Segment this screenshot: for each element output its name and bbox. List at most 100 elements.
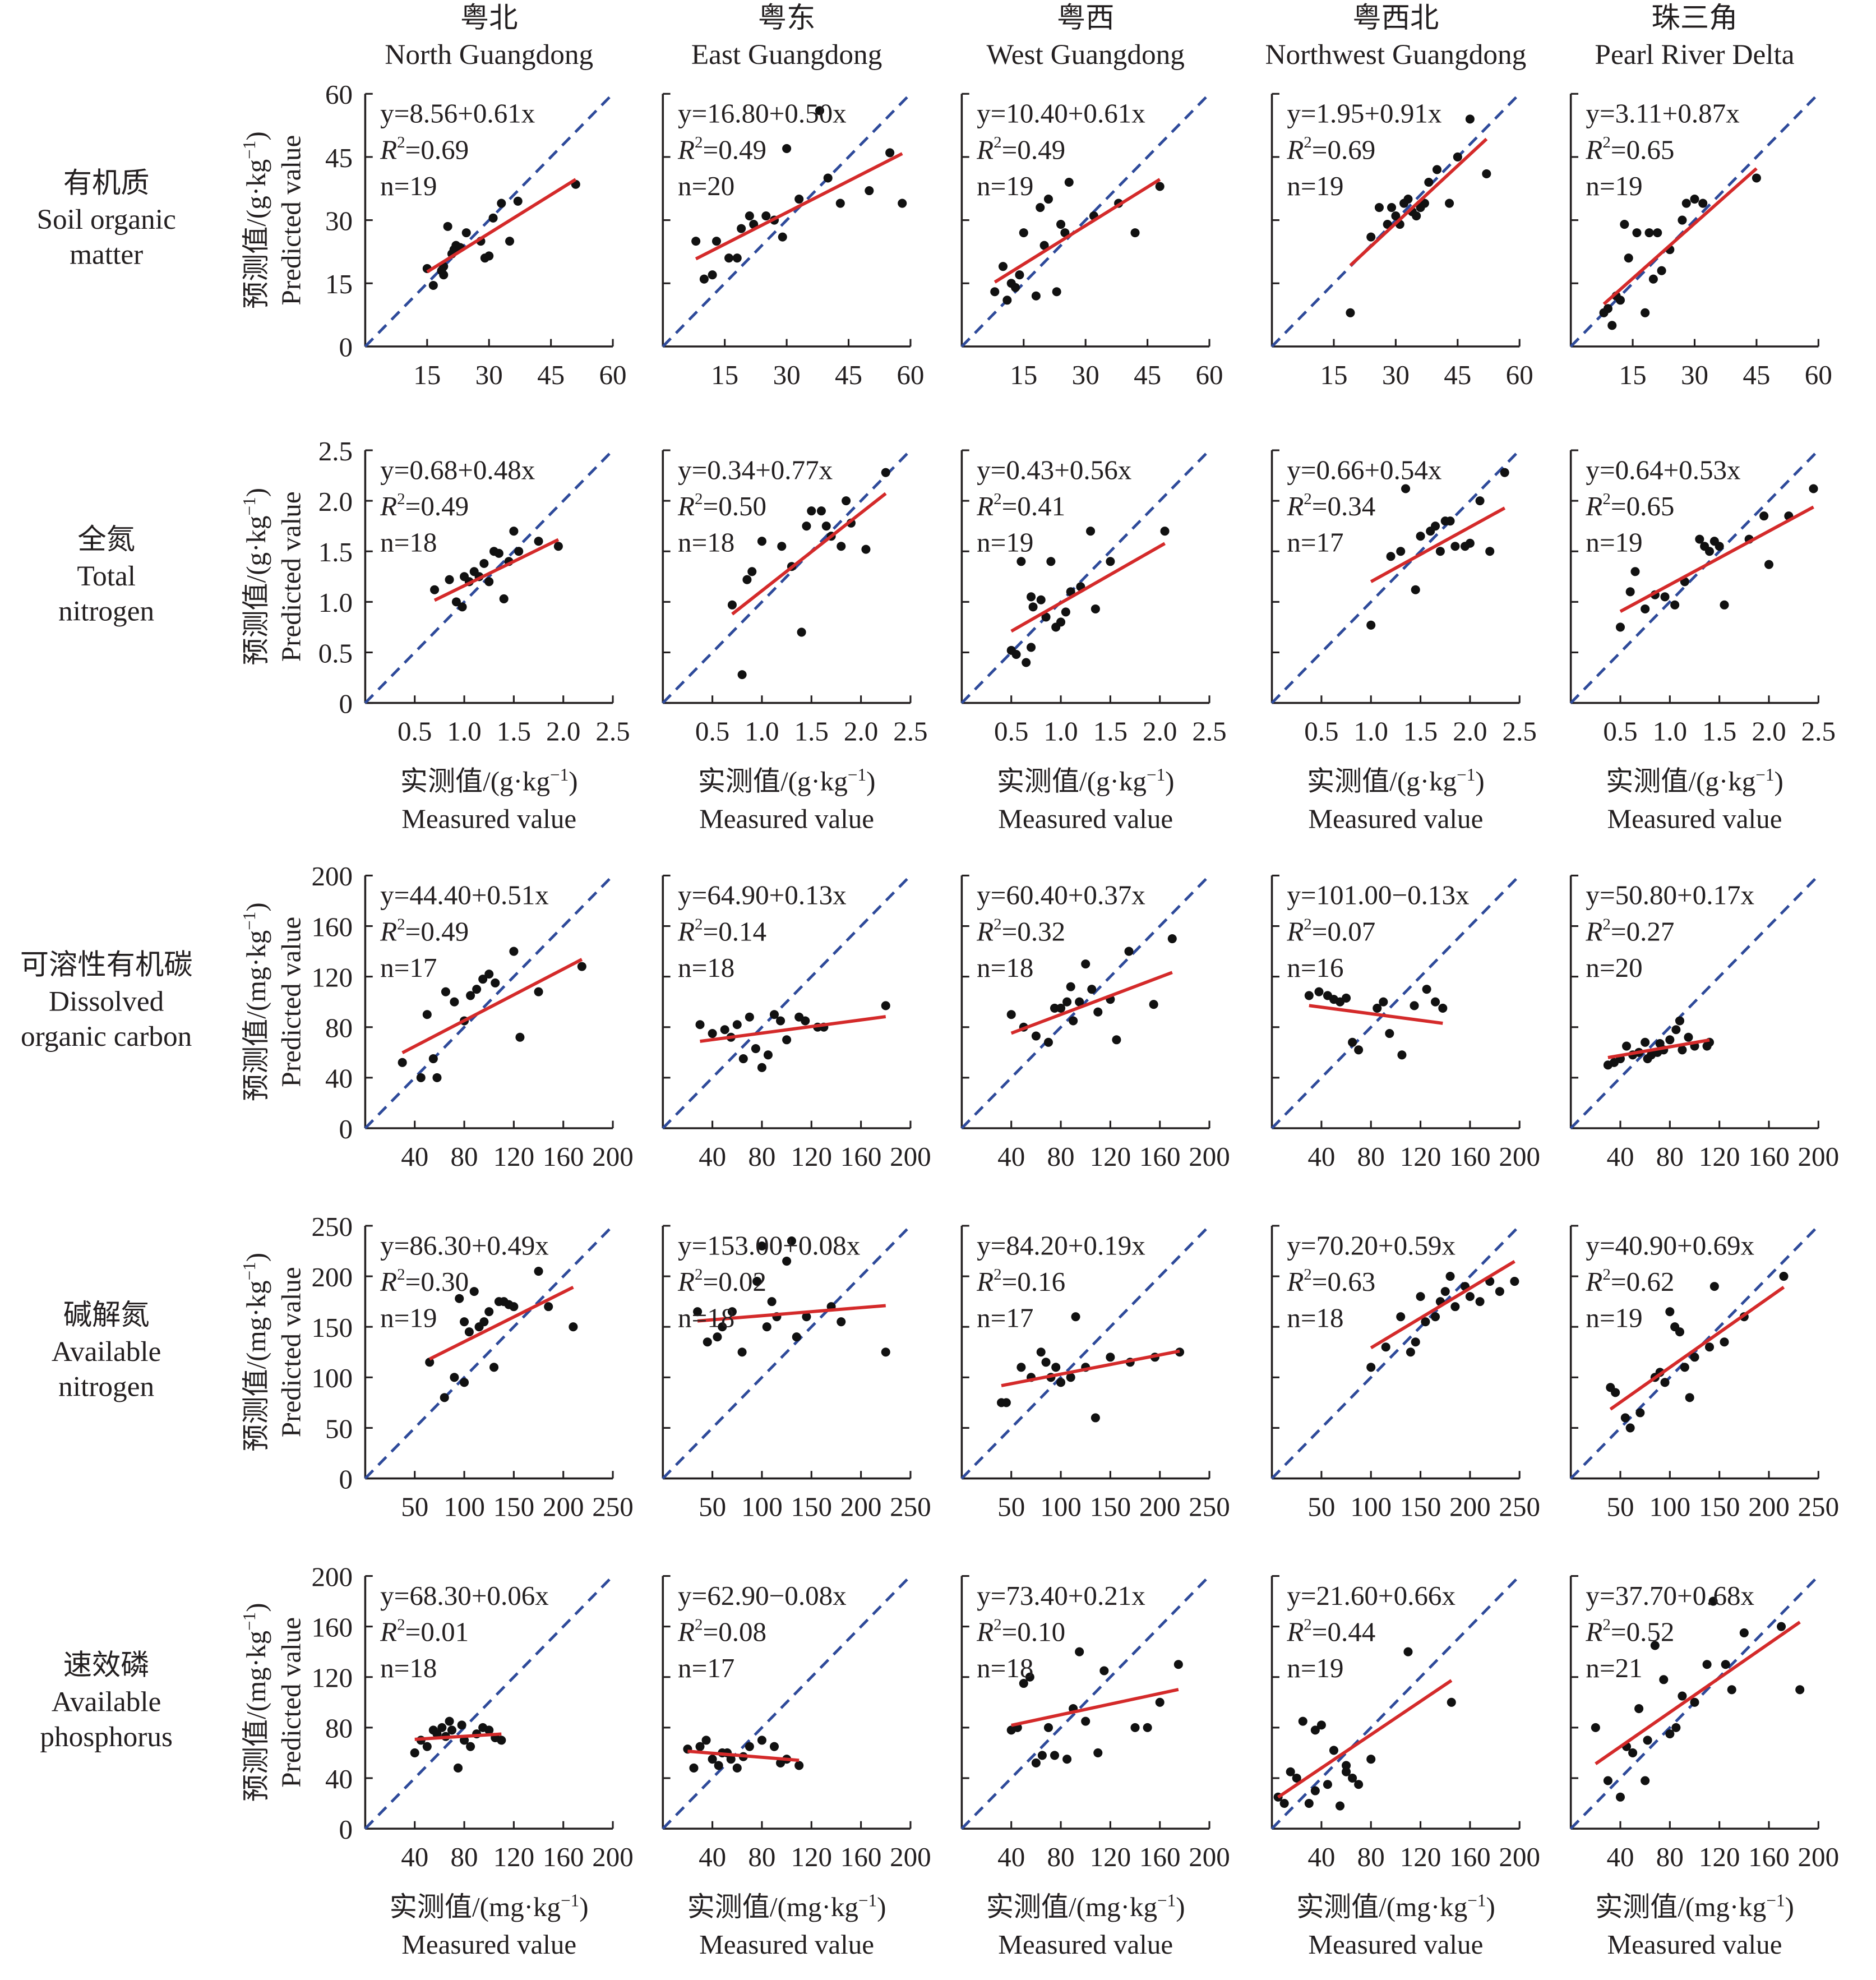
data-point [757,1241,766,1251]
data-point [708,1028,717,1039]
x-tick-label: 200 [592,1841,634,1872]
data-point [1001,1398,1011,1407]
data-point [732,1020,742,1030]
data-point [466,1742,475,1751]
y-tick-label: 2.5 [318,436,353,467]
x-tick-label: 15 [711,359,738,390]
data-point [1027,592,1036,602]
data-point [801,1016,810,1026]
data-point [1342,1767,1351,1776]
data-point [802,521,811,531]
x-tick-label: 80 [1047,1841,1075,1872]
sample-size: n=18 [1287,1303,1343,1333]
x-axis-label-cn: 实测值/(mg·kg−1) [1595,1890,1794,1922]
scatter-panel: 0 15 30 45 60 15 30 45 60 y=8.56+0.61x R2=0.69 n=19 [325,79,627,390]
data-point [1124,947,1134,956]
data-point [1671,1723,1681,1732]
data-point [1015,270,1024,280]
x-tick-label: 2.0 [546,716,580,747]
data-point [1641,1776,1650,1785]
row-label-en: Total [77,560,136,592]
regression-equation: y=1.95+0.91x [1287,98,1441,129]
data-point [745,1742,754,1751]
data-point [1510,1277,1519,1286]
data-point [1019,228,1028,238]
data-point [807,506,816,516]
regression-line [1277,1679,1453,1799]
data-point [1727,1685,1736,1695]
one-to-one-line [364,449,614,704]
data-point [1052,287,1061,297]
data-point [450,997,459,1007]
data-point [488,213,498,223]
x-axis-label-en: Measured value [699,1929,874,1960]
x-tick-label: 40 [997,1841,1025,1872]
column-header-en: Pearl River Delta [1595,39,1794,71]
scatter-panel: 0.5 1.0 1.5 2.0 2.5 y=0.64+0.53x R2=0.65 n=19 实测… [1569,449,1836,834]
x-tick-label: 80 [1357,1141,1385,1172]
regression-line [1010,542,1166,633]
data-point [837,1317,846,1327]
data-point [1450,1302,1460,1312]
data-point [738,1054,748,1064]
x-tick-label: 80 [451,1141,478,1172]
data-point [1310,1725,1320,1735]
regression-equation: y=37.70+0.68x [1586,1580,1754,1611]
data-point [1678,215,1687,225]
data-point [1066,982,1075,991]
data-point [1641,1037,1650,1047]
data-point [1615,1792,1625,1802]
regression-equation: y=84.20+0.19x [977,1230,1145,1261]
data-point [509,947,519,956]
data-point [1630,567,1640,576]
data-point [842,496,851,506]
x-tick-label: 150 [1699,1491,1740,1522]
data-point [1396,1312,1406,1322]
data-point [1025,1672,1034,1682]
row-label-en: nitrogen [58,595,154,627]
data-point [1634,1704,1644,1714]
scatter-panel: 40 80 120 160 200 y=64.90+0.13x R2=0.14 n=18 [662,874,931,1172]
data-point [1421,1317,1430,1327]
x-tick-label: 200 [1499,1841,1540,1872]
x-tick-label: 60 [1506,359,1533,390]
data-point [1720,1337,1729,1347]
data-point [695,1020,705,1030]
x-tick-label: 160 [1139,1141,1181,1172]
r-squared: R2=0.52 [1585,1616,1674,1647]
data-point [745,1012,754,1022]
x-tick-label: 60 [897,359,924,390]
data-point [691,237,701,246]
data-point [1354,1780,1364,1789]
data-point [1447,1697,1456,1707]
one-to-one-line [1270,1575,1521,1830]
data-point [1037,1751,1047,1760]
data-point [1160,527,1170,536]
data-point [757,537,766,546]
data-point [1777,1622,1786,1631]
y-tick-label: 30 [325,205,353,236]
x-tick-label: 100 [1350,1491,1392,1522]
data-point [1011,283,1020,292]
x-tick-label: 30 [1681,359,1708,390]
data-point [1329,1746,1339,1755]
regression-equation: y=153.00+0.08x [678,1230,860,1261]
row-label-en: Soil organic [36,204,175,236]
data-point [1130,1723,1140,1732]
data-point [1607,321,1617,330]
data-point [484,1307,494,1317]
x-tick-label: 2.0 [1453,716,1487,747]
x-tick-label: 15 [1320,359,1347,390]
scatter-panel: 15 30 45 60 y=16.80+0.50x R2=0.49 n=20 [662,93,924,390]
data-point [1759,511,1769,521]
regression-equation: y=0.66+0.54x [1287,454,1441,485]
scatter-panel: 40 80 120 160 200 y=62.90−0.08x R2=0.08 n=17 实测值… [662,1575,931,1960]
data-point [1383,220,1392,229]
regression-line [428,1285,574,1361]
data-point [1431,997,1440,1007]
data-point [1715,542,1724,551]
r-squared: R2=0.49 [380,915,469,947]
data-point [1620,220,1629,229]
data-point [1292,1773,1301,1783]
data-point [769,1742,779,1751]
